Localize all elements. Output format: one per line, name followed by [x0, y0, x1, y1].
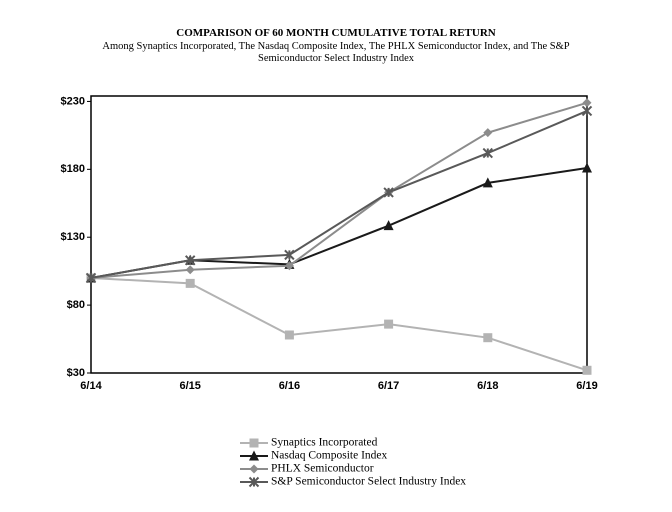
legend-marker [249, 464, 259, 474]
data-point [284, 330, 294, 340]
legend-marker [249, 438, 259, 448]
y-tick-label: $180 [61, 163, 85, 175]
y-tick-label: $130 [61, 231, 85, 243]
legend-label: Synaptics Incorporated [271, 437, 378, 449]
data-point [482, 177, 493, 188]
data-point [383, 220, 394, 231]
data-point [582, 98, 592, 108]
x-tick-label: 6/14 [80, 380, 102, 392]
x-tick-label: 6/19 [576, 380, 597, 392]
legend-label: PHLX Semiconductor [271, 463, 374, 475]
series-line [90, 101, 588, 279]
x-tick-label: 6/17 [378, 380, 399, 392]
chart-subtitle: Among Synaptics Incorporated, The Nasdaq… [102, 41, 569, 52]
data-point [184, 255, 196, 266]
data-point [284, 249, 295, 261]
data-point [185, 278, 195, 288]
data-point [284, 261, 294, 271]
chart-title: COMPARISON OF 60 MONTH CUMULATIVE TOTAL … [176, 27, 495, 39]
data-point [581, 105, 593, 117]
legend-marker [249, 450, 259, 461]
data-point [185, 265, 195, 275]
data-point [483, 333, 493, 343]
legend-marker [248, 476, 260, 488]
y-tick-label: $230 [61, 95, 85, 107]
series-line [90, 110, 588, 279]
x-tick-label: 6/15 [179, 380, 200, 392]
data-point [384, 319, 394, 329]
data-point [582, 162, 592, 173]
y-tick-label: $80 [67, 299, 85, 311]
legend-label: S&P Semiconductor Select Industry Index [271, 476, 466, 488]
y-tick-label: $30 [67, 367, 85, 379]
data-point [85, 272, 97, 284]
plot-frame [90, 95, 588, 374]
series-line [90, 276, 588, 372]
x-tick-label: 6/16 [279, 380, 300, 392]
data-point [483, 128, 493, 138]
data-point [482, 147, 494, 159]
data-point [383, 187, 394, 198]
chart-subtitle: Semiconductor Select Industry Index [258, 53, 415, 64]
legend-label: Nasdaq Composite Index [271, 450, 388, 462]
x-tick-label: 6/18 [477, 380, 498, 392]
data-point [582, 365, 592, 375]
